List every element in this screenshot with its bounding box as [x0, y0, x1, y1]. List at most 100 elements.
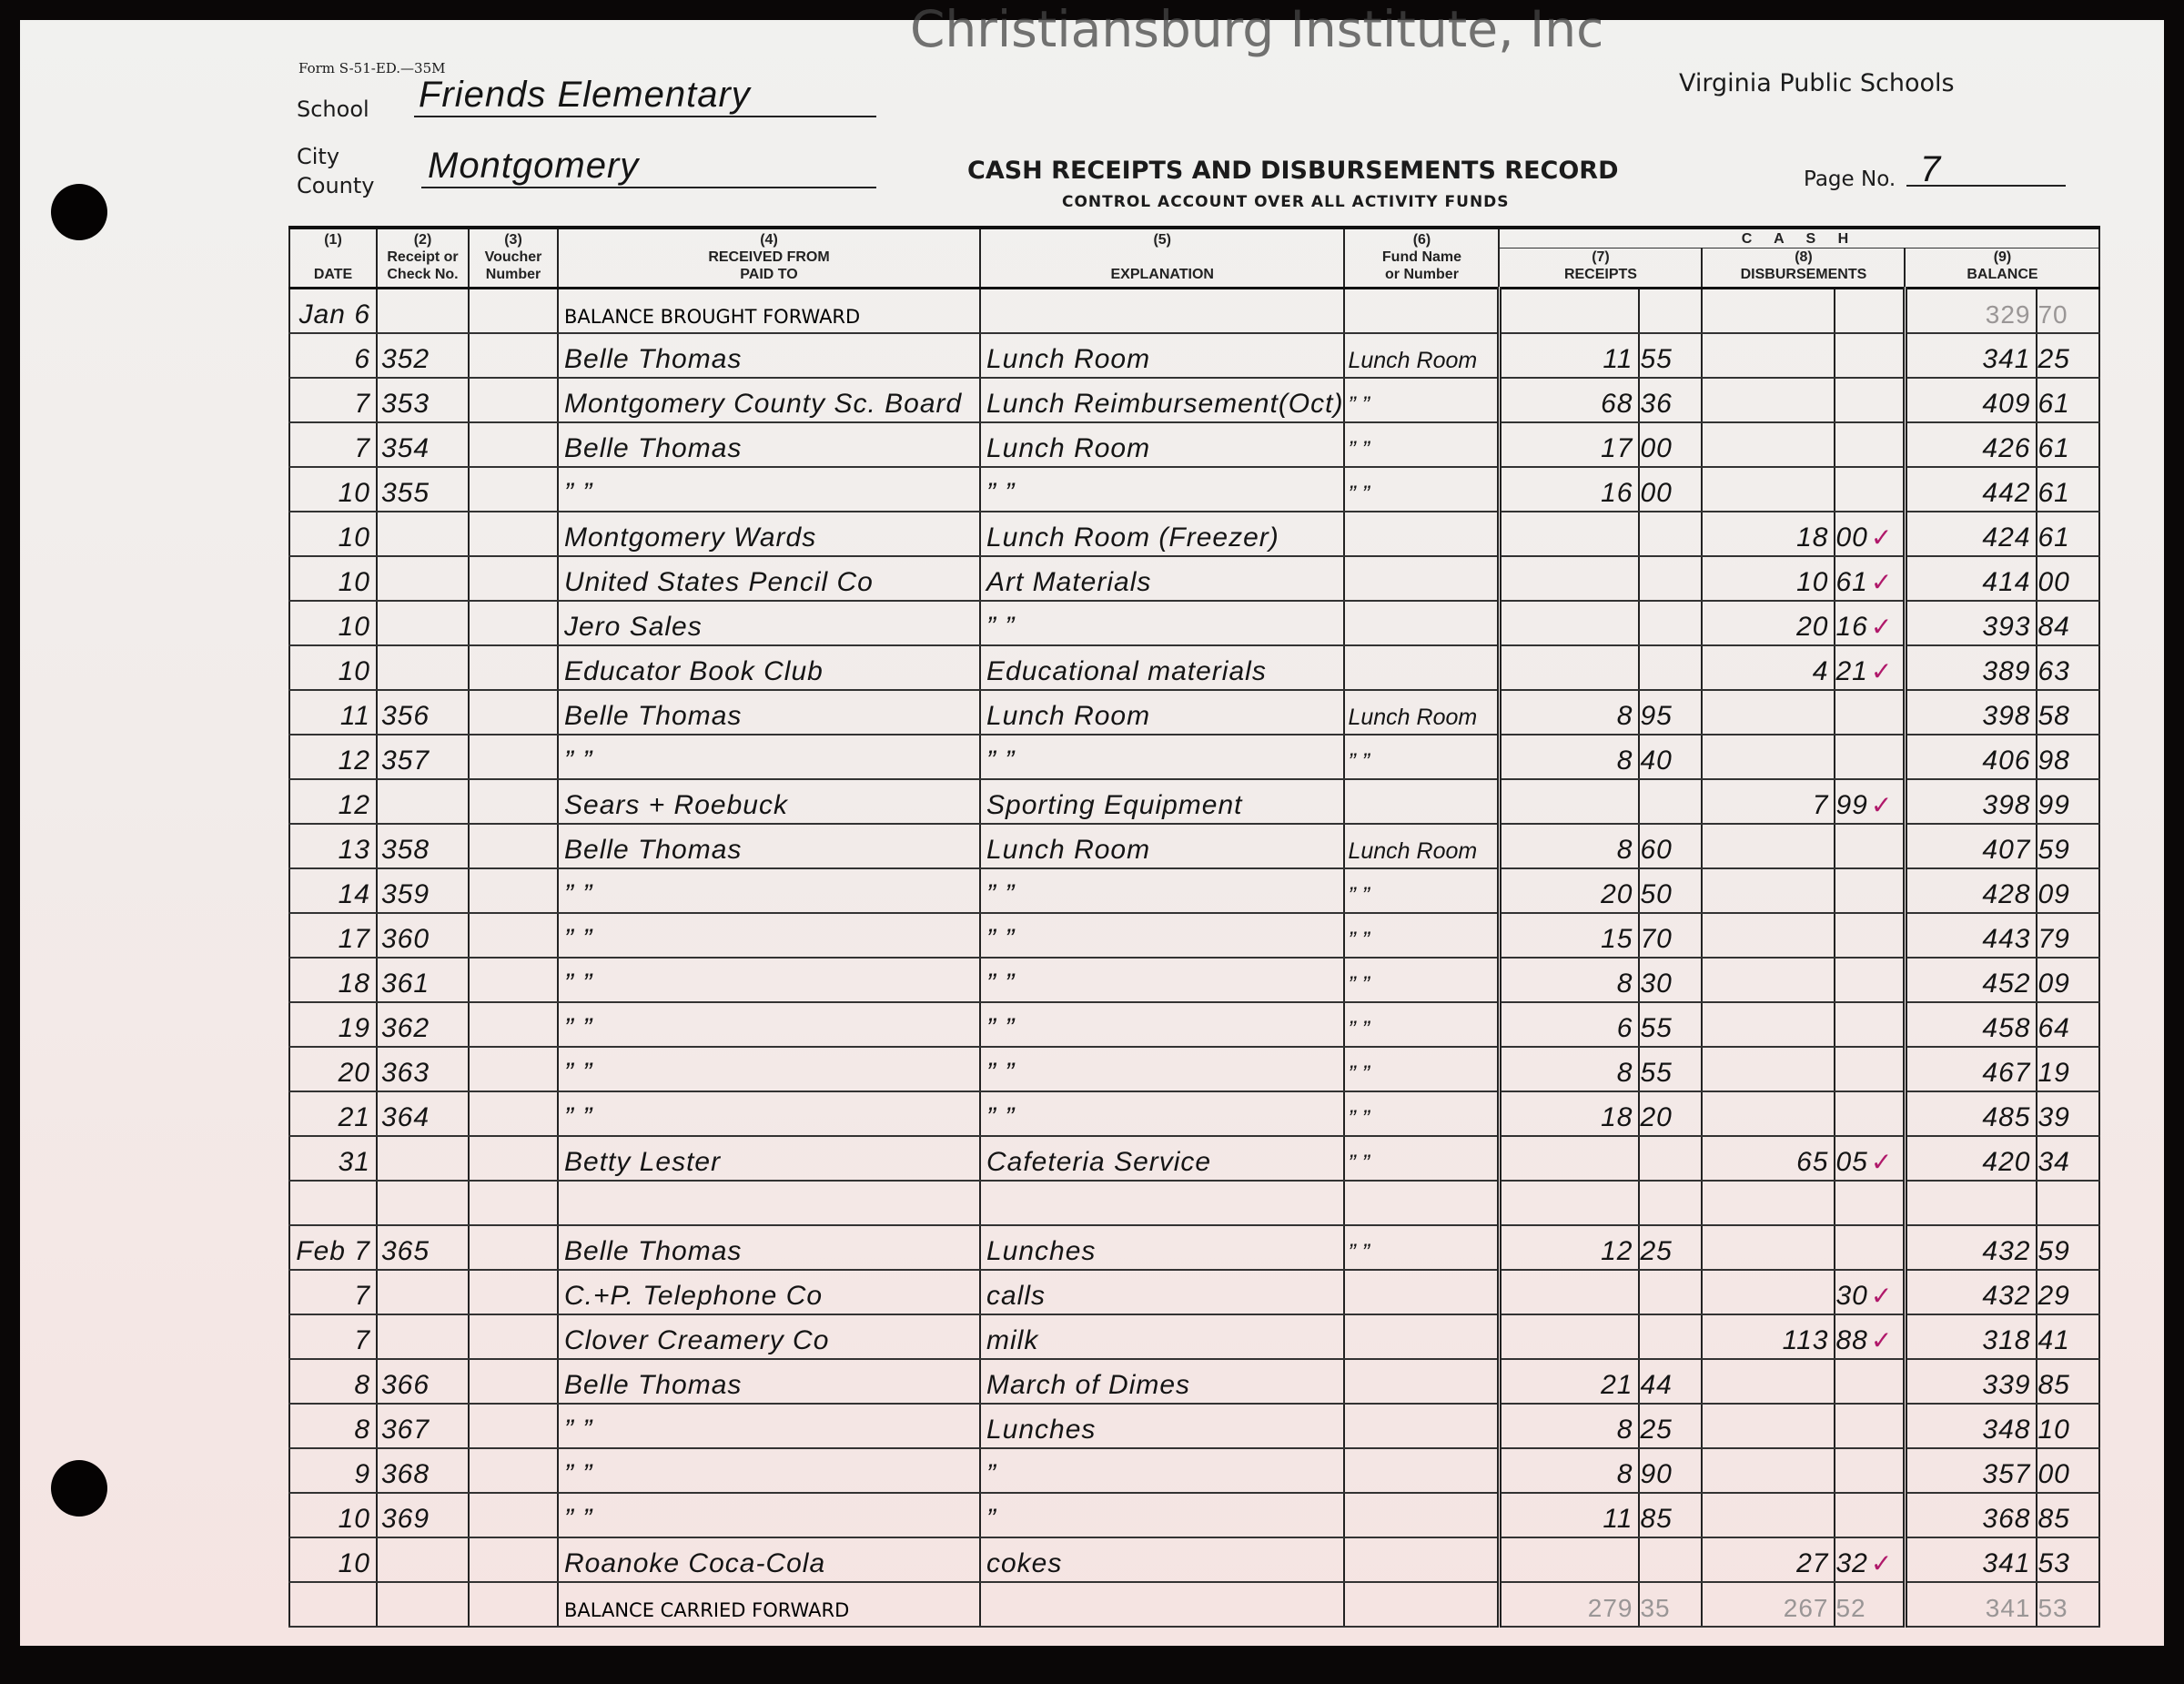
- explanation-cell-text: Lunch Room: [986, 433, 1151, 463]
- check-cell: [377, 512, 470, 557]
- explanation-cell-text: Educational materials: [986, 656, 1267, 686]
- check-cell: [377, 1136, 470, 1182]
- party-cell: ” ”: [558, 1002, 981, 1048]
- fund-cell-text: ” ”: [1348, 749, 1370, 775]
- ledger-row: 10 369” ”” 11 85 368 85: [288, 1493, 2101, 1538]
- fund-cell: Lunch Room: [1344, 824, 1502, 869]
- date-cell: 10: [288, 1493, 378, 1538]
- party-cell-text: ” ”: [564, 478, 593, 508]
- date-cell: 21: [288, 1091, 378, 1137]
- receipt-dollars: [1499, 1314, 1641, 1360]
- balance-cents: 25: [2037, 333, 2101, 379]
- check-cell: [377, 645, 470, 691]
- disbursement-cents: 32 ✓: [1835, 1537, 1907, 1583]
- fund-cell: ” ”: [1344, 913, 1502, 959]
- balance-dollars-text: 458: [1982, 1013, 2031, 1043]
- receipt-cents: [1639, 1270, 1704, 1315]
- disbursement-cents: [1835, 868, 1907, 914]
- party-cell: ” ”: [558, 1448, 981, 1494]
- fund-cell-text: [1345, 1418, 1348, 1444]
- disbursement-cents: [1835, 378, 1907, 423]
- balance-dollars-text: 409: [1982, 389, 2031, 419]
- balance-cents-text: 58: [2037, 701, 2070, 731]
- disbursement-cents: [1835, 422, 1907, 468]
- fund-cell: [1344, 1181, 1502, 1226]
- disbursement-cents: [1835, 333, 1907, 379]
- disbursement-dollars-text: 267: [1783, 1594, 1829, 1622]
- explanation-cell-text: Lunches: [986, 1415, 1097, 1445]
- date-cell: Feb 7: [288, 1225, 378, 1271]
- date-cell: 8: [288, 1404, 378, 1449]
- balance-dollars: 389: [1905, 645, 2038, 691]
- explanation-cell: cokes: [980, 1537, 1346, 1583]
- check-cell-text: 357: [381, 746, 430, 776]
- disbursement-dollars: [1702, 735, 1836, 780]
- check-cell: 357: [377, 735, 470, 780]
- form-code: Form S-51-ED.—35M: [298, 60, 446, 76]
- party-cell: Roanoke Coca-Cola: [558, 1537, 981, 1583]
- fund-cell-text: [1345, 1195, 1348, 1221]
- explanation-cell: Lunch Room: [980, 333, 1346, 379]
- explanation-cell: Cafeteria Service: [980, 1136, 1346, 1182]
- check-cell-text: 359: [381, 879, 430, 909]
- check-cell-text: [378, 790, 381, 820]
- receipt-dollars: [1499, 645, 1641, 691]
- fund-cell-text: Lunch Room: [1348, 838, 1478, 864]
- voucher-cell: [469, 645, 559, 691]
- receipt-cents: 30: [1639, 958, 1704, 1003]
- receipt-dollars: 17: [1499, 422, 1641, 468]
- explanation-cell: ” ”: [980, 868, 1346, 914]
- party-cell-text: Belle Thomas: [564, 701, 743, 731]
- ledger-row: 9 368 ” ” ” 8 90 357 00: [288, 1448, 2101, 1494]
- receipt-dollars: 279: [1499, 1582, 1641, 1628]
- check-cell: 362: [377, 1002, 470, 1048]
- ledger-row: 10 Jero Sales ” ” 20 16 ✓ 393 84: [288, 601, 2101, 646]
- party-cell-text: ” ”: [564, 1102, 593, 1132]
- party-cell: [558, 1181, 981, 1226]
- check-cell-text: 364: [381, 1102, 430, 1132]
- balance-cents-text: 10: [2037, 1415, 2070, 1445]
- explanation-cell-text: ” ”: [986, 879, 1016, 909]
- check-cell-text: [378, 1192, 381, 1222]
- explanation-cell: ” ”: [980, 1091, 1346, 1137]
- disbursement-dollars: [1702, 1091, 1836, 1137]
- party-cell: ” ”: [558, 913, 981, 959]
- explanation-cell: Lunch Room: [980, 824, 1346, 869]
- balance-dollars-text: 420: [1982, 1147, 2031, 1177]
- fund-cell: [1344, 779, 1502, 825]
- fund-cell-text: [1345, 660, 1348, 685]
- party-cell: Belle Thomas: [558, 422, 981, 468]
- balance-dollars: 409: [1905, 378, 2038, 423]
- explanation-cell: March of Dimes: [980, 1359, 1346, 1405]
- fund-cell: [1344, 645, 1502, 691]
- check-cell-text: [378, 1147, 381, 1177]
- balance-cents-text: 29: [2037, 1281, 2070, 1311]
- date-cell: 19: [288, 1002, 378, 1048]
- receipt-dollars-text: 6: [1616, 1013, 1633, 1043]
- party-cell: Belle Thomas: [558, 690, 981, 735]
- balance-cents-text: 99: [2037, 790, 2070, 820]
- disbursement-dollars-text: 4: [1812, 656, 1829, 686]
- receipt-dollars-text: 8: [1616, 969, 1633, 999]
- voucher-cell: [469, 690, 559, 735]
- balance-cents: 10: [2037, 1404, 2101, 1449]
- explanation-cell: [980, 288, 1346, 334]
- check-cell: 358: [377, 824, 470, 869]
- ledger-row: 7 354 Belle Thomas Lunch Room ” ” 17 00 426 61: [288, 422, 2101, 468]
- explanation-cell: [980, 1582, 1346, 1628]
- balance-dollars-text: 348: [1982, 1415, 2031, 1445]
- party-cell: Belle Thomas: [558, 1225, 981, 1271]
- check-cell-text: [378, 299, 381, 330]
- disbursement-dollars: [1702, 1448, 1836, 1494]
- balance-dollars: 428: [1905, 868, 2038, 914]
- fund-cell-text: ” ”: [1348, 1240, 1370, 1265]
- disbursement-cents-text: 61: [1835, 567, 1868, 597]
- balance-cents-text: 61: [2037, 389, 2070, 419]
- party-cell-text: United States Pencil Co: [564, 567, 874, 597]
- check-cell-text: 355: [381, 478, 430, 508]
- disbursement-dollars: 7: [1702, 779, 1836, 825]
- disbursement-dollars: 267: [1702, 1582, 1836, 1628]
- receipt-dollars-text: 18: [1601, 1102, 1633, 1132]
- check-cell: [377, 1314, 470, 1360]
- cash-header: C A S H: [1499, 226, 2101, 249]
